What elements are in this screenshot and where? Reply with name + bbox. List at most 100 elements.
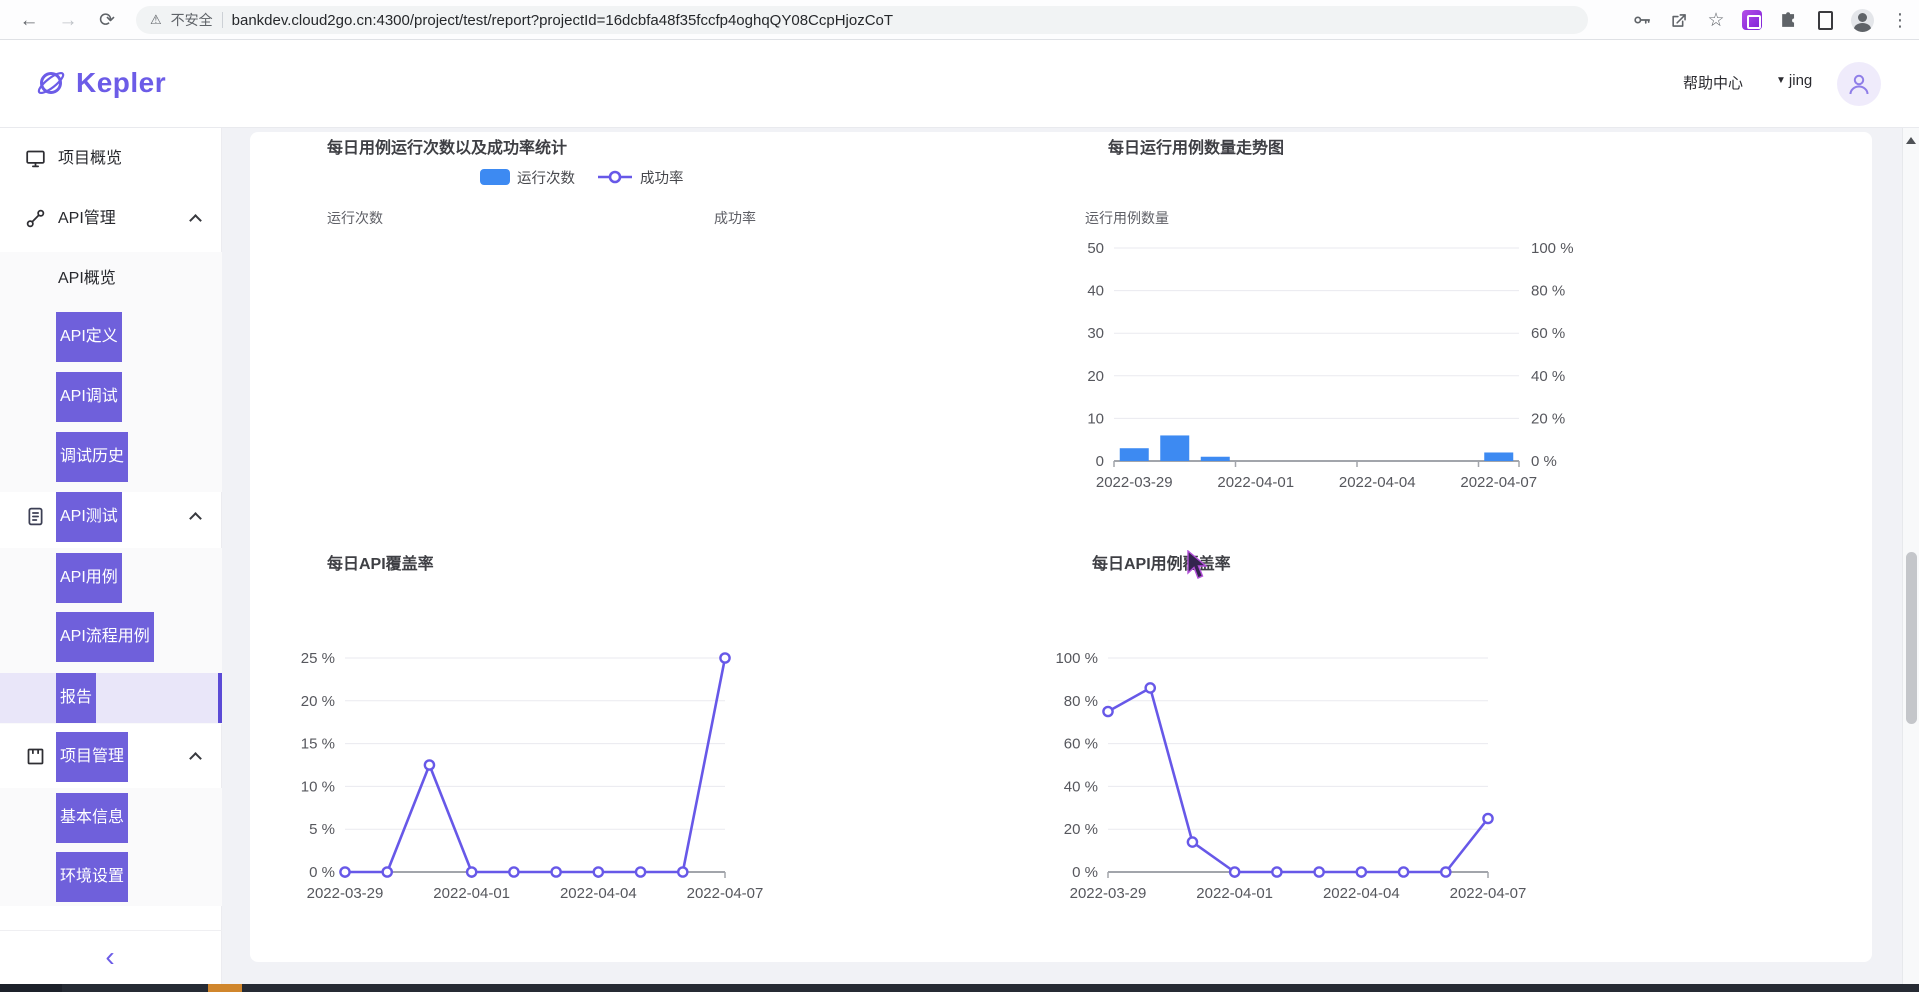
sidebar-collapse-button[interactable]: ‹ — [105, 941, 115, 972]
sidebar-selected-row — [0, 673, 222, 723]
sidebar-item-debug-history[interactable]: 调试历史 — [0, 432, 222, 482]
svg-text:5 %: 5 % — [309, 821, 335, 838]
svg-text:25 %: 25 % — [301, 650, 335, 667]
person-icon — [1849, 74, 1869, 95]
svg-text:30: 30 — [1087, 325, 1104, 342]
svg-text:2022-03-29: 2022-03-29 — [1070, 885, 1147, 902]
chart-daily-api-case-coverage: 每日API用例覆盖率 100 % 80 % 60 % 40 % 20 % 0 % 2022-… — [1030, 544, 1810, 940]
browser-chrome: ← → ⟳ ⚠ 不安全 bankdev.cloud2go.cn:4300/pro… — [0, 0, 1919, 40]
sidebar-item-api-debug[interactable]: API调试 — [0, 372, 222, 422]
svg-text:10 %: 10 % — [301, 778, 335, 795]
chart-daily-case-count: 每日运行用例数量走势图 运行用例数量 50 100 % 40 80 % 30 60 % 20… — [1030, 132, 1810, 528]
taskbar-active-app[interactable] — [208, 984, 242, 992]
share-icon[interactable] — [1668, 9, 1690, 31]
sidebar-divider — [0, 930, 222, 931]
svg-text:15 %: 15 % — [301, 736, 335, 753]
browser-menu-icon[interactable]: ⋮ — [1891, 9, 1909, 30]
user-name: jing — [1788, 72, 1813, 89]
sidebar-item-label: 环境设置 — [56, 852, 129, 902]
chrome-toolbar-right: ☆ ⋮ — [1631, 0, 1911, 40]
legend-item-runs[interactable]: 运行次数 — [480, 167, 575, 188]
sidebar-item-basic-info[interactable]: 基本信息 — [0, 793, 222, 843]
svg-text:2022-04-07: 2022-04-07 — [1460, 474, 1537, 491]
svg-text:2022-03-29: 2022-03-29 — [307, 885, 384, 902]
api-management-icon — [25, 208, 46, 234]
svg-text:60 %: 60 % — [1064, 736, 1098, 753]
sidebar-item-api-flow-case[interactable]: API流程用例 — [0, 612, 222, 662]
chart-title: 每日用例运行次数以及成功率统计 — [327, 140, 568, 157]
sidebar-item-label: 项目概览 — [58, 150, 123, 167]
sidebar-item-report[interactable]: 报告 — [0, 673, 222, 723]
key-icon[interactable] — [1631, 9, 1653, 31]
address-bar[interactable]: ⚠ 不安全 bankdev.cloud2go.cn:4300/project/t… — [136, 6, 1588, 34]
sidebar-item-project-management[interactable]: 项目管理 — [0, 732, 222, 782]
chart-plot: 25 % 20 % 15 % 10 % 5 % 0 % 2022-03-29 2022-04-… — [301, 650, 764, 902]
sidebar-item-api-case[interactable]: API用例 — [0, 553, 222, 603]
url-separator — [221, 12, 223, 28]
purple-extension-icon[interactable] — [1742, 10, 1762, 30]
forward-icon[interactable]: → — [58, 10, 78, 31]
right-axis-label: 成功率 — [714, 210, 756, 226]
brand-logo[interactable]: Kepler — [34, 66, 166, 100]
svg-text:100 %: 100 % — [1531, 240, 1574, 257]
chevron-up-icon[interactable] — [189, 512, 202, 525]
tab-panel-icon[interactable] — [1814, 9, 1836, 31]
svg-text:0 %: 0 % — [1531, 453, 1557, 470]
legend-bar-swatch — [480, 169, 510, 185]
svg-text:2022-04-01: 2022-04-01 — [433, 885, 510, 902]
sidebar-item-label: 项目管理 — [56, 732, 129, 782]
sidebar-item-api-test[interactable]: API测试 — [0, 492, 222, 542]
sidebar-selected-indicator — [218, 673, 222, 723]
chevron-up-icon[interactable] — [189, 752, 202, 765]
chart-plot: 100 % 80 % 60 % 40 % 20 % 0 % 2022-03-29 2022-0… — [1055, 650, 1527, 902]
sidebar-item-label: API定义 — [56, 312, 122, 362]
svg-text:2022-04-07: 2022-04-07 — [1450, 885, 1527, 902]
app-header: Kepler 帮助中心 ▼ jing — [0, 40, 1919, 128]
chevron-up-icon[interactable] — [189, 214, 202, 227]
svg-text:2022-04-04: 2022-04-04 — [1323, 885, 1400, 902]
taskbar-strip — [0, 984, 1919, 992]
svg-text:20 %: 20 % — [301, 693, 335, 710]
scrollbar-up-arrow-icon[interactable] — [1906, 137, 1916, 144]
chart-title: 每日API覆盖率 — [327, 556, 434, 573]
legend-label: 成功率 — [640, 170, 684, 187]
svg-text:20 %: 20 % — [1064, 821, 1098, 838]
user-avatar[interactable] — [1837, 62, 1881, 106]
sidebar-item-label: API用例 — [56, 553, 122, 603]
svg-text:20: 20 — [1087, 368, 1104, 385]
security-label: 不安全 — [170, 12, 213, 28]
svg-text:100 %: 100 % — [1055, 650, 1098, 667]
sidebar-item-project-overview[interactable]: 项目概览 — [0, 134, 222, 184]
svg-text:40 %: 40 % — [1064, 778, 1098, 795]
taskbar-left-segment — [0, 984, 62, 992]
extensions-puzzle-icon[interactable] — [1777, 9, 1799, 31]
back-icon[interactable]: ← — [19, 10, 39, 31]
security-warning-icon[interactable]: ⚠ — [150, 12, 162, 27]
svg-text:60 %: 60 % — [1531, 325, 1565, 342]
user-menu[interactable]: ▼ jing — [1776, 72, 1812, 89]
project-overview-icon — [25, 148, 46, 174]
kepler-planet-icon — [37, 71, 65, 95]
svg-text:20 %: 20 % — [1531, 410, 1565, 427]
page-scrollbar[interactable] — [1902, 128, 1919, 984]
sidebar-item-env-settings[interactable]: 环境设置 — [0, 852, 222, 902]
svg-text:50: 50 — [1087, 240, 1104, 257]
help-center-link[interactable]: 帮助中心 — [1683, 75, 1744, 92]
sidebar-item-api-management[interactable]: API管理 — [0, 194, 222, 244]
reload-icon[interactable]: ⟳ — [99, 10, 115, 31]
sidebar-item-label: API管理 — [58, 210, 116, 227]
svg-text:2022-04-04: 2022-04-04 — [560, 885, 637, 902]
browser-profile-avatar[interactable] — [1851, 8, 1874, 32]
sidebar-item-api-overview[interactable]: API概览 — [0, 254, 222, 304]
left-axis-label: 运行用例数量 — [1085, 210, 1169, 226]
svg-text:0: 0 — [1096, 453, 1104, 470]
sidebar-item-api-definition[interactable]: API定义 — [0, 312, 222, 362]
scrollbar-thumb[interactable] — [1905, 552, 1917, 724]
sidebar-item-label: API流程用例 — [56, 612, 154, 662]
bookmark-star-icon[interactable]: ☆ — [1707, 9, 1725, 31]
